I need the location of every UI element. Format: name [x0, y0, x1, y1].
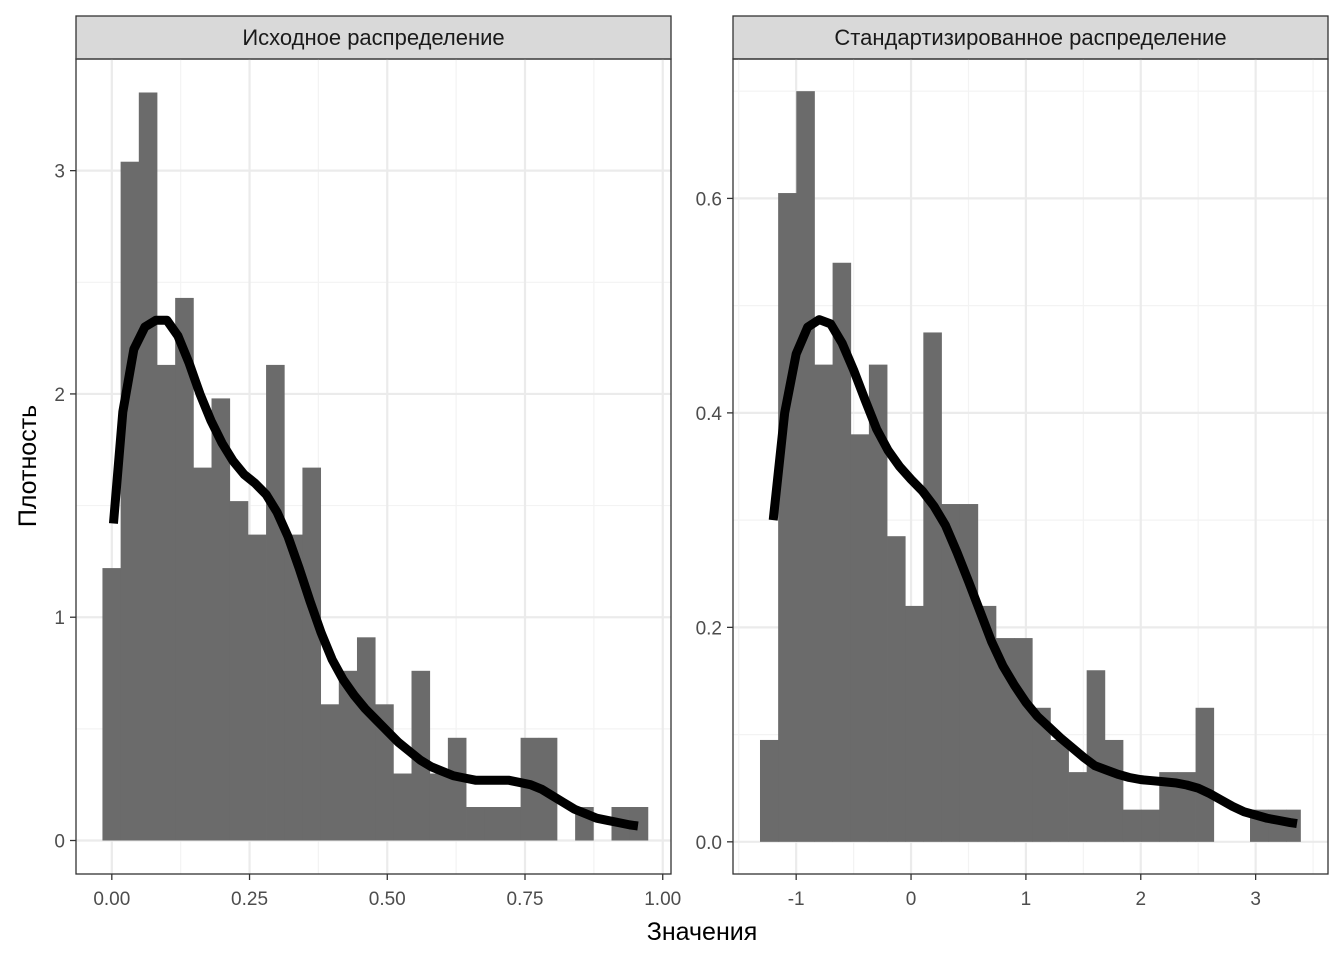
x-tick-label: 0.75 — [507, 889, 544, 910]
x-axis-standardized: -1 0 1 2 3 — [788, 874, 1261, 910]
x-tick-label: 0.00 — [93, 889, 130, 910]
x-tick-label: 1.00 — [644, 889, 681, 910]
y-tick-label: 0.4 — [696, 404, 723, 425]
density-curve-original — [108, 315, 639, 831]
x-tick-label: 0.25 — [231, 889, 268, 910]
histogram-bar-original-8 — [247, 534, 267, 841]
histogram-bar-original-1 — [120, 161, 140, 841]
x-tick-label: 1 — [1021, 889, 1032, 910]
x-tick-label: -1 — [788, 889, 805, 910]
x-axis-title: Значения — [647, 918, 758, 946]
histogram-bar-standardized-18 — [1086, 670, 1106, 842]
histogram-bar-original-11 — [302, 467, 322, 841]
histogram-bar-original-19 — [447, 737, 467, 841]
y-axis-title: Плотность — [14, 405, 42, 527]
histogram-bar-original-2 — [138, 92, 158, 841]
x-tick-label: 0 — [906, 889, 917, 910]
histogram-bar-standardized-24 — [1195, 707, 1215, 842]
y-tick-label: 0.0 — [696, 833, 722, 854]
histogram-bar-standardized-13 — [995, 638, 1015, 842]
x-tick-label: 0.50 — [369, 889, 406, 910]
histogram-bar-standardized-9 — [923, 332, 942, 842]
histogram-bar-standardized-20 — [1122, 809, 1142, 842]
histogram-bar-standardized-15 — [1032, 707, 1051, 842]
histogram-bar-standardized-3 — [814, 364, 833, 842]
y-tick-label: 0 — [54, 832, 65, 853]
strip-standardized — [732, 15, 1329, 60]
histogram-bar-original-20 — [466, 807, 485, 841]
x-tick-label: 3 — [1250, 889, 1261, 910]
y-axis-original: 0 1 2 3 — [54, 162, 76, 853]
histogram-bar-original-7 — [229, 501, 249, 841]
histogram-bar-original-13 — [338, 670, 358, 841]
histogram-bar-original-9 — [266, 364, 285, 841]
histogram-bar-original-16 — [393, 773, 412, 841]
panel-standardized-distribution: Стандартизированное распределение 0.0 0.2… — [696, 15, 1329, 910]
density-standardized — [768, 315, 1298, 829]
density-original — [108, 315, 639, 831]
histogram-bar-standardized-8 — [905, 605, 924, 842]
histogram-bar-original-14 — [356, 637, 376, 841]
histogram-bar-standardized-0 — [759, 739, 779, 842]
histogram-bar-standardized-2 — [796, 91, 815, 842]
histogram-bar-original-4 — [175, 297, 194, 841]
histogram-bar-standardized-19 — [1104, 739, 1124, 842]
histogram-bar-original-5 — [193, 467, 212, 841]
panel-original-distribution: Исходное распределение 0 1 2 3 0.00 0.25 0.50… — [54, 15, 681, 910]
panel-border-standardized — [732, 58, 1329, 875]
strip-title-standardized: Стандартизированное распределение — [834, 25, 1226, 50]
histogram-bar-original-3 — [156, 364, 176, 841]
histogram-bar-original-6 — [211, 398, 231, 841]
histogram-bar-standardized-1 — [778, 193, 797, 842]
panel-border-original — [75, 58, 672, 875]
histogram-bar-standardized-7 — [887, 536, 906, 842]
y-tick-label: 0.2 — [696, 618, 722, 639]
y-tick-label: 3 — [54, 162, 65, 183]
x-tick-label: 2 — [1135, 889, 1146, 910]
histogram-bar-original-21 — [484, 807, 503, 841]
y-tick-label: 0.6 — [696, 189, 722, 210]
histogram-bar-original-22 — [502, 807, 521, 841]
bars-original — [102, 92, 649, 841]
histogram-bar-original-18 — [429, 773, 449, 841]
y-tick-label: 1 — [54, 608, 65, 629]
histogram-bar-standardized-14 — [1014, 638, 1033, 842]
histogram-bar-standardized-12 — [977, 605, 997, 842]
y-axis-standardized: 0.0 0.2 0.4 0.6 — [696, 189, 733, 854]
histogram-bar-original-29 — [629, 807, 649, 841]
x-axis-original: 0.00 0.25 0.50 0.75 1.00 — [93, 874, 681, 910]
density-curve-standardized — [768, 315, 1298, 829]
histogram-bar-standardized-16 — [1050, 739, 1069, 842]
histogram-bar-standardized-4 — [832, 262, 852, 842]
histogram-bar-standardized-17 — [1068, 772, 1088, 842]
histogram-bar-standardized-6 — [868, 364, 888, 842]
bars-standardized — [759, 91, 1301, 842]
histogram-bar-standardized-5 — [850, 434, 870, 842]
histogram-bar-original-10 — [284, 534, 303, 841]
strip-original — [75, 15, 672, 60]
histogram-bar-standardized-21 — [1141, 809, 1160, 842]
histogram-bar-standardized-10 — [941, 504, 961, 842]
histogram-bar-original-0 — [102, 568, 122, 841]
histogram-bar-standardized-22 — [1159, 772, 1178, 842]
histogram-bar-original-12 — [320, 704, 340, 841]
strip-title-original: Исходное распределение — [242, 25, 504, 50]
y-tick-label: 2 — [54, 385, 65, 406]
